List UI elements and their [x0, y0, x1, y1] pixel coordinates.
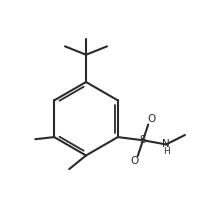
Text: S: S — [140, 135, 146, 145]
Text: N: N — [162, 139, 170, 149]
Text: H: H — [163, 147, 169, 156]
Text: O: O — [147, 114, 156, 124]
Text: O: O — [131, 156, 139, 166]
